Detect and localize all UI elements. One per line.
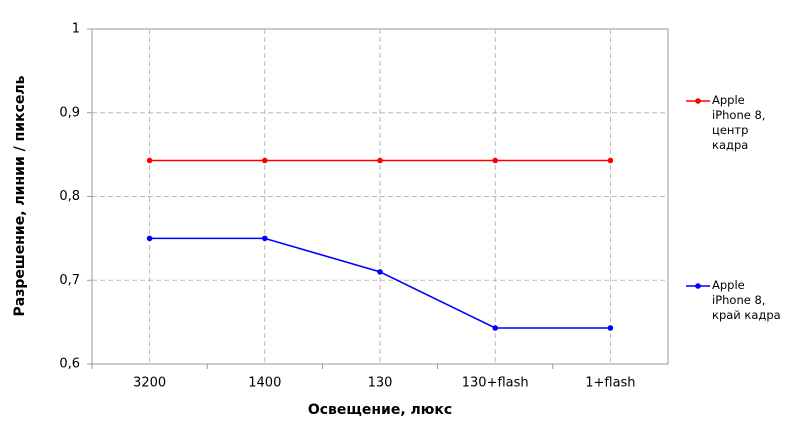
legend-marker <box>695 283 701 289</box>
point <box>377 157 383 164</box>
legend-marker <box>695 98 701 104</box>
legend-label: Apple iPhone 8, край кадра <box>712 278 781 322</box>
point <box>492 325 499 331</box>
point <box>607 325 614 331</box>
legend-swatch <box>686 283 710 289</box>
point <box>262 235 268 242</box>
legend-item: Apple iPhone 8, край кадра <box>686 278 784 323</box>
y-tick-label: 0,7 <box>59 273 80 288</box>
point <box>607 157 614 164</box>
x-axis-title: Освещение, люкс <box>308 402 452 418</box>
point <box>262 157 268 164</box>
legend-label: Apple iPhone 8, центр кадра <box>712 93 766 152</box>
x-tick-label: 130 <box>368 376 393 391</box>
x-tick-label: 1400 <box>248 376 281 391</box>
y-tick-label: 0,8 <box>59 189 80 204</box>
y-axis-title: Разрешение, линии / пиксель <box>12 75 28 316</box>
point <box>146 157 153 164</box>
point <box>146 235 153 242</box>
point <box>377 269 383 275</box>
x-tick-label: 3200 <box>133 376 166 391</box>
legend-swatch <box>686 98 710 104</box>
y-tick-label: 1 <box>72 22 80 37</box>
y-tick-label: 0,6 <box>59 357 80 372</box>
x-tick-label: 1+flash <box>585 376 635 391</box>
x-tick-label: 130+flash <box>462 376 529 391</box>
y-tick-label: 0,9 <box>59 105 80 120</box>
legend-item: Apple iPhone 8, центр кадра <box>686 93 784 153</box>
point <box>492 157 499 164</box>
